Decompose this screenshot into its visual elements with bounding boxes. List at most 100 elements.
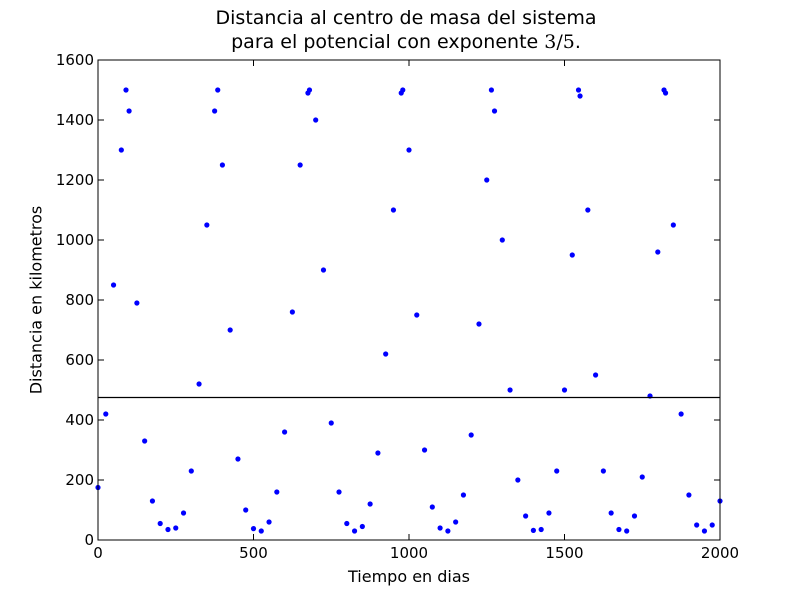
data-point	[631, 513, 638, 519]
data-point	[561, 387, 568, 393]
axes-frame	[97, 59, 721, 541]
data-point	[488, 87, 495, 93]
data-point	[142, 438, 148, 444]
y-tick-label: 1200	[56, 171, 94, 189]
data-point	[507, 387, 513, 393]
data-point	[180, 510, 187, 516]
data-point	[662, 90, 669, 96]
data-point	[414, 312, 420, 318]
data-point	[445, 528, 451, 534]
data-point	[429, 504, 435, 510]
data-point	[289, 309, 295, 315]
data-point	[157, 520, 163, 527]
data-point	[126, 108, 132, 114]
data-point	[616, 526, 622, 533]
data-point	[188, 468, 194, 474]
data-point	[196, 381, 202, 387]
data-point	[118, 147, 124, 153]
data-point	[219, 162, 225, 168]
data-point	[359, 523, 365, 530]
data-point	[554, 468, 560, 474]
data-point	[274, 489, 280, 495]
data-point	[624, 528, 630, 534]
data-point	[400, 87, 406, 93]
y-axis-label: Distancia en kilometros	[26, 205, 46, 395]
data-point	[134, 300, 140, 306]
data-point	[694, 522, 700, 528]
data-point	[215, 87, 221, 93]
data-point	[476, 321, 482, 327]
data-point	[390, 207, 397, 213]
data-point	[569, 252, 575, 258]
data-point	[460, 492, 467, 498]
data-point	[538, 526, 544, 533]
data-point	[282, 429, 288, 435]
data-point	[313, 117, 319, 123]
data-points	[95, 87, 723, 534]
data-point	[165, 526, 171, 533]
y-tick-label: 200	[65, 471, 94, 489]
data-point	[546, 510, 552, 516]
data-point	[575, 87, 582, 93]
data-point	[383, 351, 389, 357]
data-point	[227, 327, 233, 333]
y-tick-label: 600	[65, 351, 94, 369]
data-point	[655, 249, 661, 255]
data-point	[297, 162, 303, 168]
data-point	[173, 525, 179, 531]
data-point	[123, 87, 129, 93]
data-point	[328, 420, 334, 426]
x-tick-label: 500	[239, 544, 268, 562]
data-point	[453, 519, 459, 525]
data-point	[437, 525, 443, 531]
data-point	[258, 528, 264, 534]
data-point	[491, 108, 498, 114]
x-tick-label: 2000	[701, 544, 739, 562]
data-point	[678, 411, 684, 417]
data-point	[421, 447, 428, 453]
data-point	[484, 177, 490, 183]
y-tick-label: 800	[65, 291, 94, 309]
chart-title-line2-prefix: para el potencial con exponente	[231, 31, 545, 53]
chart-title-line2-suffix: .	[574, 31, 581, 53]
chart-title-exponent: 3/5	[544, 31, 575, 53]
x-tick-label: 0	[93, 544, 103, 562]
data-point	[593, 372, 599, 378]
x-axis-label: Tiempo en dias	[348, 567, 470, 586]
y-tick-label: 400	[65, 411, 94, 429]
data-point	[499, 237, 505, 243]
data-point	[670, 222, 676, 228]
data-point	[320, 267, 327, 273]
data-point	[709, 522, 715, 528]
y-tick-label: 1000	[56, 231, 94, 249]
data-point	[515, 477, 521, 483]
data-point	[243, 507, 249, 513]
data-point	[639, 474, 645, 480]
data-point	[468, 432, 474, 438]
data-point	[351, 528, 358, 534]
chart-title: Distancia al centro de masa del sistema …	[0, 6, 800, 54]
data-point	[600, 468, 606, 474]
data-point	[608, 510, 614, 516]
data-point	[530, 527, 537, 534]
data-point	[266, 519, 272, 525]
data-point	[406, 147, 412, 153]
data-point	[212, 108, 218, 114]
x-tick-label: 1000	[390, 544, 428, 562]
data-point	[686, 492, 692, 498]
x-tick-label: 1500	[545, 544, 583, 562]
chart-title-line2: para el potencial con exponente 3/5.	[0, 30, 800, 54]
y-axis: 0 200 400 600 800 1000 1200 1400 1600	[56, 51, 720, 549]
x-axis: 0 500 1000 1500 2000	[93, 60, 739, 562]
data-point	[235, 456, 241, 462]
y-tick-label: 0	[84, 531, 94, 549]
data-point	[523, 513, 529, 519]
data-point	[367, 501, 373, 507]
data-point	[306, 87, 313, 93]
data-point	[701, 528, 708, 534]
data-point	[585, 207, 591, 213]
data-point	[204, 222, 210, 228]
data-point	[577, 93, 583, 99]
data-point	[344, 520, 350, 527]
